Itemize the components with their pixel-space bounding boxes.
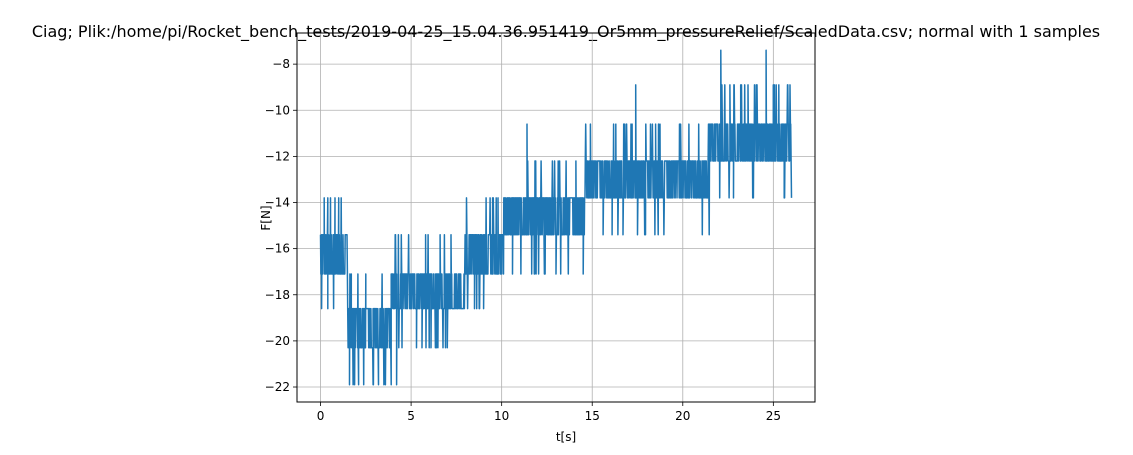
plot-frame — [296, 32, 816, 403]
y-axis: −22 −20 −18 −16 −14 −12 −10 −8 — [265, 57, 297, 394]
x-tick-label: 20 — [675, 409, 690, 423]
y-tick-label: −16 — [265, 242, 290, 256]
y-tick-label: −12 — [265, 149, 290, 163]
y-tick-label: −10 — [265, 103, 290, 117]
x-tick-label: 25 — [766, 409, 781, 423]
chart-title: Ciag; Plik:/home/pi/Rocket_bench_tests/2… — [32, 22, 1100, 42]
y-tick-label: −18 — [265, 288, 290, 302]
x-tick-label: 5 — [407, 409, 415, 423]
y-tick-label: −22 — [265, 380, 290, 394]
x-tick-label: 10 — [494, 409, 509, 423]
x-tick-label: 0 — [317, 409, 325, 423]
y-tick-label: −8 — [272, 57, 290, 71]
y-axis-label: F[N] — [259, 205, 273, 230]
x-axis-label: t[s] — [556, 430, 576, 444]
series-force — [319, 49, 793, 386]
x-axis: 0 5 10 15 20 25 — [317, 402, 781, 423]
y-tick-label: −14 — [265, 196, 290, 210]
x-tick-label: 15 — [585, 409, 600, 423]
y-tick-label: −20 — [265, 334, 290, 348]
series-line — [319, 49, 793, 386]
